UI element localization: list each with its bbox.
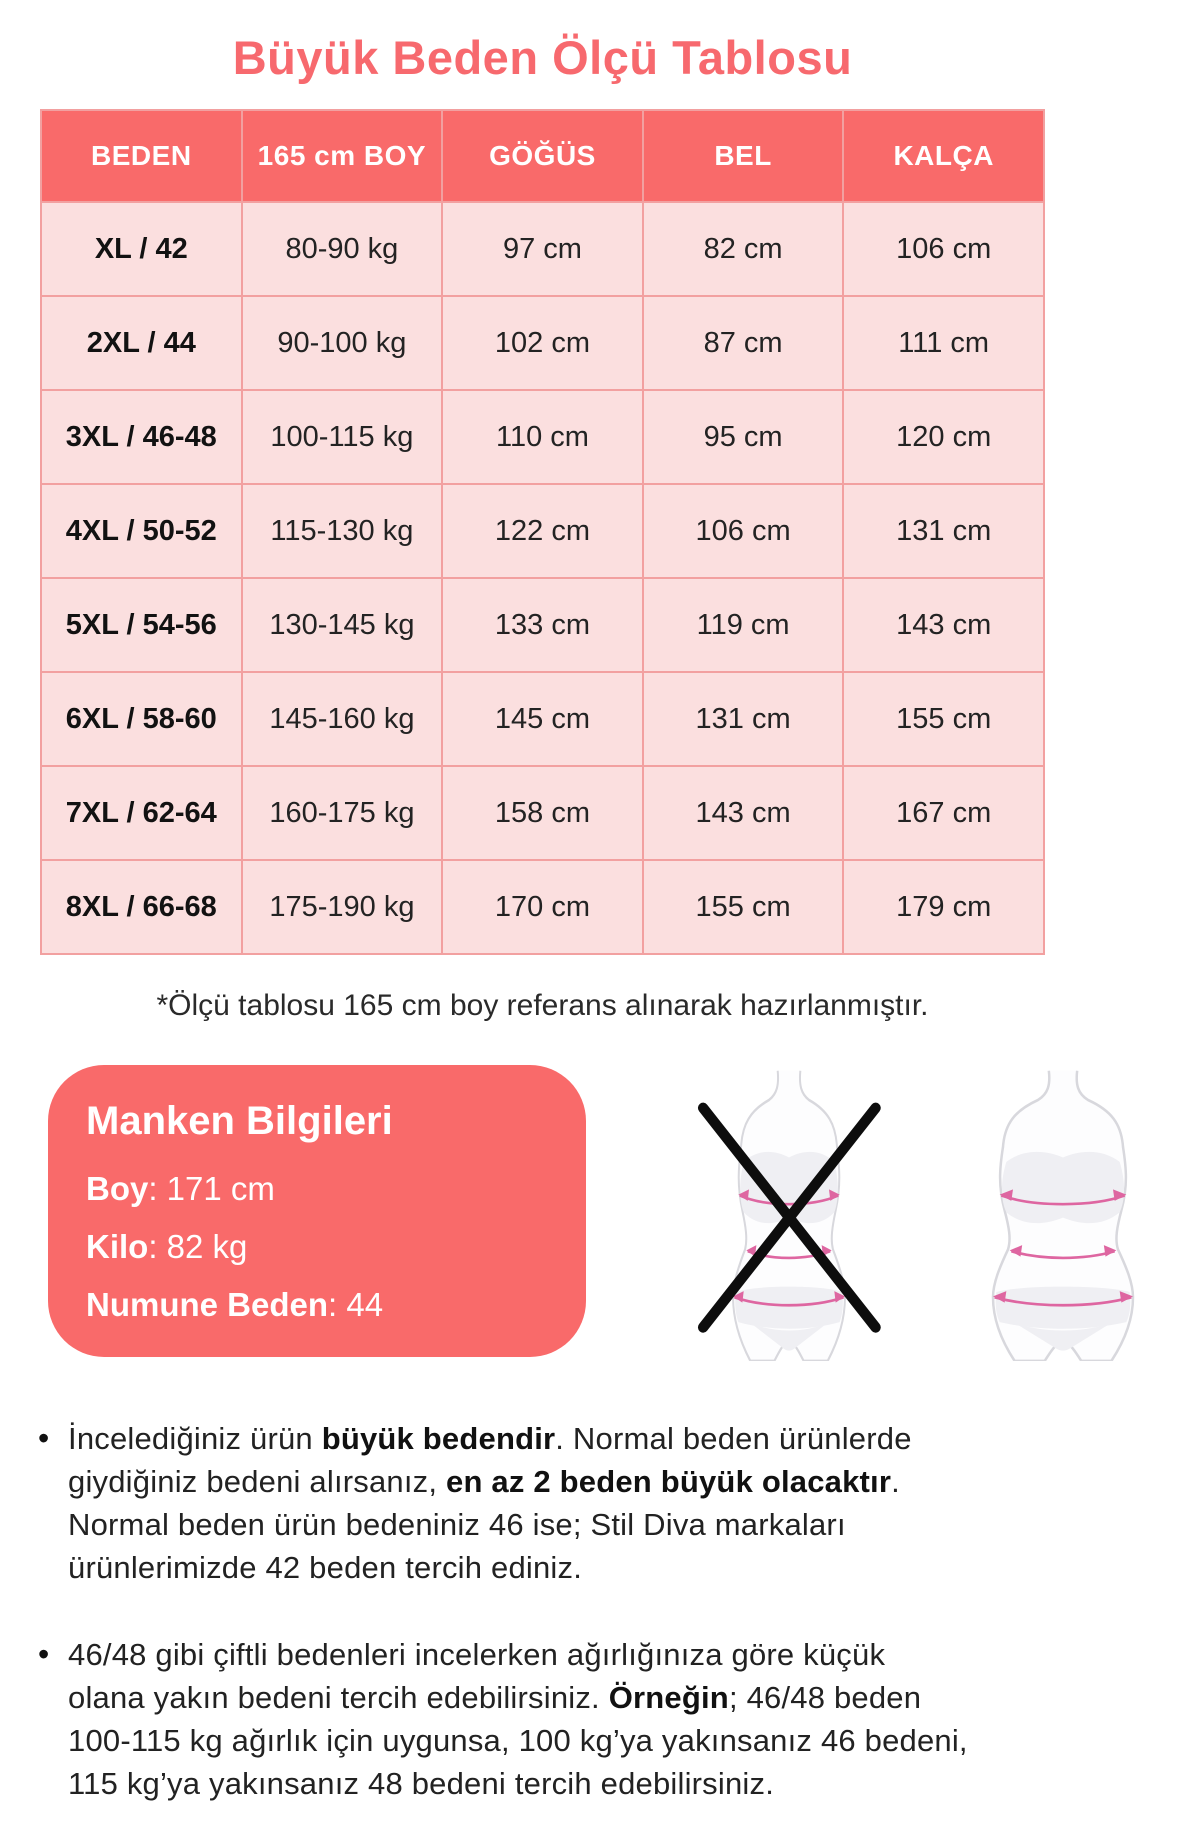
table-row: 8XL / 66-68 175-190 kg 170 cm 155 cm 179 cm: [40, 859, 1045, 955]
measure-cell: 87 cm: [641, 295, 845, 391]
bullet-item: • 46/48 gibi çiftli bedenleri incelerken …: [38, 1633, 1108, 1805]
measure-cell: 155 cm: [641, 859, 845, 955]
measure-cell: 155 cm: [842, 671, 1045, 767]
size-cell: 8XL / 66-68: [40, 859, 243, 955]
model-info-title: Manken Bilgileri: [86, 1099, 393, 1143]
model-info-field: Kilo: 82 kg: [86, 1228, 248, 1265]
measure-cell: 119 cm: [641, 577, 845, 673]
measure-cell: 130-145 kg: [240, 577, 444, 673]
measure-cell: 143 cm: [842, 577, 1045, 673]
measure-cell: 80-90 kg: [240, 201, 444, 297]
measure-cell: 106 cm: [641, 483, 845, 579]
measure-cell: 115-130 kg: [240, 483, 444, 579]
column-header: BEL: [641, 109, 845, 203]
measure-cell: 145-160 kg: [240, 671, 444, 767]
measure-cell: 106 cm: [842, 201, 1045, 297]
size-chart-page: { "title": "Büyük Beden Ölçü Tablosu", "…: [0, 30, 1200, 1830]
page-title: Büyük Beden Ölçü Tablosu: [232, 31, 853, 84]
measure-cell: 100-115 kg: [240, 389, 444, 485]
bullet-dot-icon: •: [38, 1420, 50, 1456]
reference-note: *Ölçü tablosu 165 cm boy referans alınar…: [156, 989, 929, 1022]
model-info-section: Manken Bilgileri Boy: 171 cm Kilo: 82 kg N…: [48, 1065, 1200, 1361]
measure-cell: 131 cm: [641, 671, 845, 767]
model-info-field: Numune Beden: 44: [86, 1286, 384, 1323]
measure-cell: 143 cm: [641, 765, 845, 861]
table-header-row: BEDEN 165 cm BOY GÖĞÜS BEL KALÇA: [40, 109, 1045, 203]
measure-cell: 110 cm: [441, 389, 644, 485]
measure-cell: 179 cm: [842, 859, 1045, 955]
measure-cell: 145 cm: [441, 671, 644, 767]
measure-cell: 95 cm: [641, 389, 845, 485]
table-row: 7XL / 62-64 160-175 kg 158 cm 143 cm 167 cm: [40, 765, 1045, 861]
size-cell: 3XL / 46-48: [40, 389, 243, 485]
cross-out-icon: [697, 1102, 881, 1333]
measure-cell: 120 cm: [842, 389, 1045, 485]
table-row: 2XL / 44 90-100 kg 102 cm 87 cm 111 cm: [40, 295, 1045, 391]
figure-comparison: [686, 1069, 1163, 1361]
bullet-dot-icon: •: [38, 1636, 50, 1672]
table-row: XL / 42 80-90 kg 97 cm 82 cm 106 cm: [40, 201, 1045, 297]
bullet-text: İncelediğiniz ürün büyük bedendir. Norma…: [68, 1421, 912, 1585]
size-cell: 5XL / 54-56: [40, 577, 243, 673]
size-cell: 7XL / 62-64: [40, 765, 243, 861]
measure-cell: 131 cm: [842, 483, 1045, 579]
size-cell: XL / 42: [40, 201, 243, 297]
size-table: BEDEN 165 cm BOY GÖĞÜS BEL KALÇA XL / 42 80-9…: [40, 109, 1045, 955]
bullet-list: • İncelediğiniz ürün büyük bedendir. Norm…: [38, 1417, 1108, 1805]
slim-body-crossed-icon: [686, 1069, 891, 1361]
bullet-item: • İncelediğiniz ürün büyük bedendir. Norm…: [38, 1417, 1108, 1589]
table-row: 5XL / 54-56 130-145 kg 133 cm 119 cm 143 cm: [40, 577, 1045, 673]
size-cell: 4XL / 50-52: [40, 483, 243, 579]
bullet-text: 46/48 gibi çiftli bedenleri incelerken a…: [68, 1637, 968, 1801]
column-header: KALÇA: [842, 109, 1045, 203]
size-cell: 6XL / 58-60: [40, 671, 243, 767]
model-info-field: Boy: 171 cm: [86, 1170, 275, 1207]
table-row: 3XL / 46-48 100-115 kg 110 cm 95 cm 120 cm: [40, 389, 1045, 485]
measure-cell: 82 cm: [641, 201, 845, 297]
column-header: GÖĞÜS: [441, 109, 644, 203]
model-info-card: Manken Bilgileri Boy: 171 cm Kilo: 82 kg N…: [48, 1065, 586, 1357]
measure-cell: 167 cm: [842, 765, 1045, 861]
measure-cell: 97 cm: [441, 201, 644, 297]
column-header: 165 cm BOY: [240, 109, 444, 203]
measure-cell: 111 cm: [842, 295, 1045, 391]
measure-cell: 90-100 kg: [240, 295, 444, 391]
measure-cell: 158 cm: [441, 765, 644, 861]
table-row: 6XL / 58-60 145-160 kg 145 cm 131 cm 155 cm: [40, 671, 1045, 767]
measure-cell: 175-190 kg: [240, 859, 444, 955]
measure-cell: 122 cm: [441, 483, 644, 579]
table-row: 4XL / 50-52 115-130 kg 122 cm 106 cm 131 cm: [40, 483, 1045, 579]
measure-cell: 133 cm: [441, 577, 644, 673]
measure-cell: 160-175 kg: [240, 765, 444, 861]
size-cell: 2XL / 44: [40, 295, 243, 391]
measure-cell: 170 cm: [441, 859, 644, 955]
plus-body-icon: [963, 1069, 1163, 1361]
measure-cell: 102 cm: [441, 295, 644, 391]
column-header: BEDEN: [40, 109, 243, 203]
